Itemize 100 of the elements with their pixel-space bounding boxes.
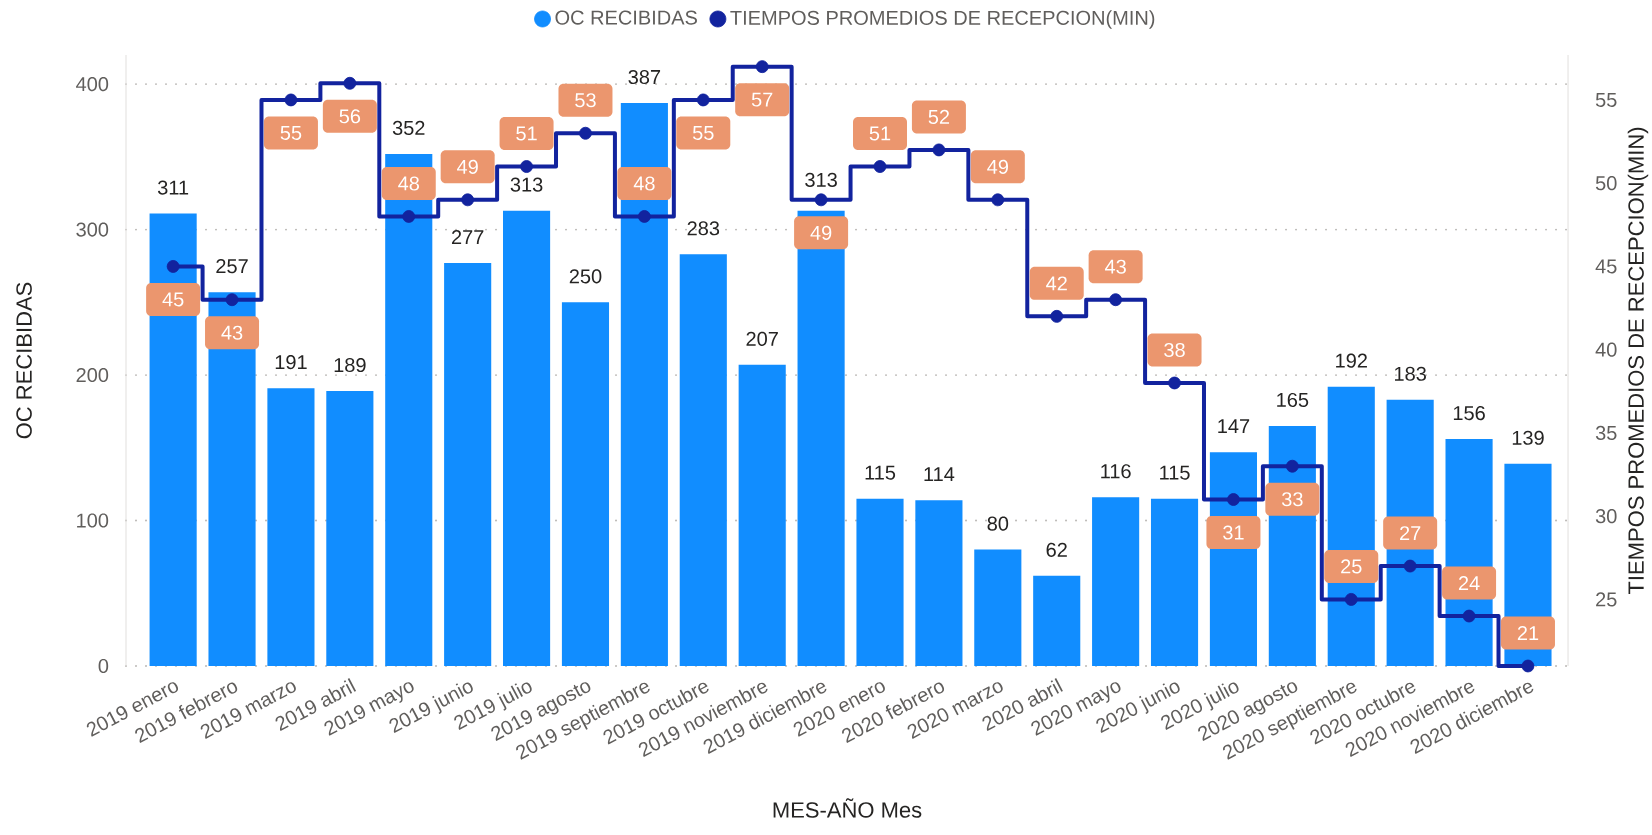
data-label: 38	[1164, 342, 1185, 358]
x-axis-title: MES-AÑO Mes	[773, 798, 922, 818]
data-label: 207	[746, 331, 778, 346]
legend-label: OC RECIBIDAS	[555, 10, 697, 25]
data-label: 313	[805, 172, 837, 187]
bar	[1092, 497, 1140, 666]
point	[1462, 609, 1476, 623]
data-label: 189	[334, 357, 366, 373]
point	[1050, 309, 1064, 323]
data-label: 55	[692, 125, 714, 140]
y2-tick-label: 25	[1596, 592, 1617, 607]
bar	[856, 498, 904, 666]
data-label: 49	[810, 225, 832, 240]
y-tick-label: 200	[76, 367, 109, 383]
point	[1344, 593, 1358, 606]
point	[1285, 459, 1299, 473]
data-label: 48	[633, 176, 655, 191]
data-label: 192	[1336, 353, 1367, 368]
point	[1168, 376, 1181, 390]
bar	[738, 364, 786, 666]
point	[637, 210, 651, 223]
data-label: 42	[1046, 276, 1067, 291]
point	[343, 76, 357, 90]
y-tick-label: 400	[76, 77, 109, 92]
data-label: 49	[987, 159, 1009, 174]
point	[520, 160, 533, 173]
data-label: 116	[1101, 464, 1131, 479]
data-label: 183	[1395, 366, 1426, 381]
data-label: 313	[510, 177, 543, 192]
point	[1227, 493, 1240, 506]
data-label: 51	[869, 126, 891, 141]
data-label: 62	[1046, 542, 1067, 557]
point	[461, 193, 475, 207]
bar	[1150, 498, 1199, 666]
data-label: 311	[157, 180, 189, 195]
data-label: 257	[216, 259, 248, 274]
data-label: 57	[751, 92, 773, 107]
data-label: 52	[928, 109, 950, 124]
point	[284, 93, 298, 107]
y-tick-label: 100	[77, 513, 109, 528]
y2-tick-label: 50	[1595, 176, 1617, 191]
legend-label: TIEMPOS PROMEDIOS DE RECEPCION(MIN)	[730, 10, 1155, 29]
point	[932, 143, 946, 157]
data-label: 80	[987, 516, 1009, 531]
y-tick-label: 0	[98, 658, 109, 674]
data-label: 165	[1277, 392, 1309, 408]
data-label: 283	[687, 221, 720, 236]
data-label: 147	[1218, 419, 1250, 434]
point	[402, 210, 416, 223]
data-label: 115	[1160, 465, 1190, 480]
y2-tick-label: 30	[1595, 509, 1617, 524]
point	[166, 260, 180, 273]
data-label: 27	[1400, 526, 1421, 541]
data-label: 25	[1341, 559, 1362, 574]
data-label: 114	[924, 467, 955, 482]
data-label: 277	[451, 230, 484, 245]
bar	[915, 500, 963, 666]
data-label: 21	[1517, 626, 1539, 640]
point	[814, 193, 828, 207]
point	[1403, 559, 1417, 573]
point	[579, 126, 592, 140]
y2-tick-label: 55	[1595, 92, 1617, 107]
data-label: 191	[275, 355, 307, 370]
y2-tick-label: 35	[1595, 425, 1617, 440]
data-label: 24	[1458, 576, 1480, 591]
y-tick-label: 300	[76, 222, 109, 237]
point	[696, 93, 710, 107]
data-label: 53	[575, 93, 596, 108]
data-label: 156	[1453, 405, 1485, 421]
data-label: 250	[569, 269, 602, 284]
y-axis-title: OC RECIBIDAS	[16, 282, 32, 439]
bar	[503, 210, 551, 666]
data-label: 43	[221, 325, 243, 340]
data-label: 56	[339, 109, 361, 124]
point	[873, 160, 887, 173]
y2-tick-label: 45	[1595, 259, 1617, 274]
data-label: 49	[457, 159, 478, 174]
y2-axis-title: TIEMPOS PROMEDIOS DE RECEPCION(MIN)	[1627, 127, 1649, 595]
data-label: 352	[392, 120, 425, 135]
bar	[679, 254, 727, 666]
point	[1521, 659, 1535, 673]
bar	[267, 388, 315, 666]
data-label: 115	[865, 465, 896, 480]
point	[225, 293, 239, 307]
data-label: 43	[1104, 259, 1126, 274]
bar	[974, 549, 1022, 666]
point	[755, 60, 769, 74]
point	[1109, 293, 1123, 307]
data-label: 51	[516, 126, 537, 141]
data-label: 31	[1223, 525, 1244, 540]
y2-tick-label: 40	[1595, 342, 1617, 357]
bar	[326, 391, 374, 666]
data-label: 48	[398, 176, 420, 191]
bar	[561, 302, 610, 666]
data-label: 33	[1281, 492, 1303, 507]
data-label: 45	[162, 292, 184, 307]
bar	[444, 263, 492, 666]
bar	[1033, 575, 1081, 666]
data-label: 139	[1512, 430, 1544, 445]
data-label: 55	[280, 125, 302, 140]
